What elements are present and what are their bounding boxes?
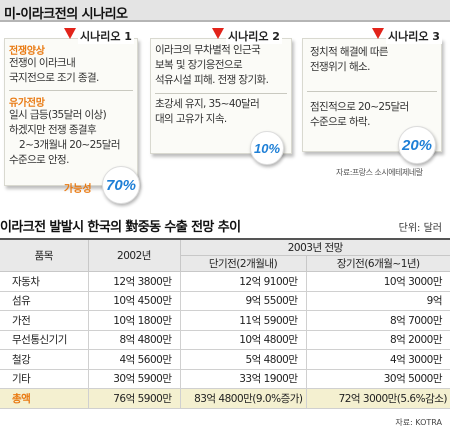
row-2002: 10억 1800만 (87, 310, 180, 331)
row-2002: 30억 5900만 (87, 369, 180, 389)
scenario-2-label: 시나리오 2 (226, 28, 282, 44)
table-row: 기타 30억 5900만 33억 1900만 30억 5000만 (0, 369, 450, 389)
scenario-1-war-heading: 전쟁양상 (9, 46, 45, 57)
scenario-3-line-1: 정치적 해결에 따른 (310, 46, 389, 58)
scenario-1-oil-line-4: 수준으로 안정. (9, 154, 69, 166)
scenario-1-divider (9, 90, 133, 91)
row-name: 무선통신기기 (0, 330, 88, 350)
row-name: 기타 (0, 369, 88, 389)
scenario-1-oil-line-2: 하겠지만 전쟁 종결후 (9, 124, 97, 136)
scenario-title: 미-이라크전의 시나리오 (0, 0, 450, 22)
export-table: 품목 2002년 2003년 전망 단기전(2개월내) 장기전(6개월~1년) … (0, 238, 450, 409)
scenario-3-divider (307, 91, 437, 92)
scenario-3-line-2: 전쟁위기 해소. (310, 61, 370, 73)
row-long: 72억 3000만(5.6%감소) (305, 388, 450, 409)
table-row: 가전 10억 1800만 11억 5900만 8억 7000만 (0, 310, 450, 331)
row-long: 9억 (305, 291, 450, 311)
table-row-total: 총액 76억 5900만 83억 4800만(9.0%증가) 72억 3000만… (0, 388, 450, 409)
row-name: 총액 (0, 388, 88, 409)
source-kotra: 자료: KOTRA (395, 418, 442, 427)
row-long: 8억 7000만 (305, 310, 450, 331)
row-short: 11억 5900만 (179, 310, 306, 331)
row-2002: 10억 4500만 (87, 291, 180, 311)
source-scenario: 자료:프랑스 소시에테제네랄 (336, 168, 423, 177)
scenario-2-oil-line-1: 초강세 유지, 35~40달러 (155, 98, 260, 110)
row-name: 철강 (0, 349, 88, 370)
row-2002: 8억 4800만 (87, 330, 180, 350)
row-2002: 4억 5600만 (87, 349, 180, 370)
row-name: 자동차 (0, 271, 88, 292)
row-2002: 76억 5900만 (87, 388, 180, 409)
table-title: 이라크전 발발시 한국의 對중동 수출 전망 추이 (0, 220, 241, 235)
row-name: 가전 (0, 310, 88, 331)
scenario-2-divider (155, 93, 287, 94)
scenario-2-oil-line-2: 대의 고유가 지속. (155, 113, 227, 125)
scenario-3-oil-line-2: 수준으로 하락. (310, 116, 370, 128)
header-item: 품목 (0, 238, 89, 272)
scenario-2-possibility-badge: 10% (250, 131, 284, 165)
scenario-1-card (4, 38, 138, 186)
row-short: 33억 1900만 (179, 369, 306, 389)
scenario-2-line-3: 석유시설 피해. 전쟁 장기화. (155, 74, 269, 86)
table-row: 철강 4억 5600만 5억 4800만 4억 3000만 (0, 349, 450, 370)
header-2003: 2003년 전망 (179, 238, 450, 256)
table-row: 자동차 12억 3800만 12억 9100만 10억 3000만 (0, 271, 450, 292)
scenario-1-war-line-2: 국지전으로 조기 종결. (9, 72, 99, 84)
scenario-1-oil-heading: 유가전망 (9, 98, 45, 109)
scenario-2-line-1: 이라크의 무차별적 인근국 (155, 44, 261, 56)
row-short: 9억 5500만 (179, 291, 306, 311)
row-short: 83억 4800만(9.0%증가) (179, 388, 306, 409)
table-unit: 단위: 달러 (398, 223, 442, 234)
table-row: 섬유 10억 4500만 9억 5500만 9억 (0, 291, 450, 311)
scenario-1-war-line-1: 전쟁이 이라크내 (9, 57, 76, 69)
row-short: 12억 9100만 (179, 271, 306, 292)
scenario-3-arrow-icon (372, 28, 384, 39)
scenario-2-arrow-icon (212, 28, 224, 39)
row-short: 10억 4800만 (179, 330, 306, 350)
scenario-3-label: 시나리오 3 (386, 28, 442, 44)
row-long: 8억 2000만 (305, 330, 450, 350)
scenario-3-oil-line-1: 점진적으로 20~25달러 (310, 101, 409, 113)
row-name: 섬유 (0, 291, 88, 311)
header-long-term: 장기전(6개월~1년) (305, 255, 450, 272)
row-long: 30억 5000만 (305, 369, 450, 389)
row-long: 4억 3000만 (305, 349, 450, 370)
row-short: 5억 4800만 (179, 349, 306, 370)
scenario-1-oil-line-3: 2~3개월내 20~25달러 (19, 139, 121, 151)
possibility-label: 가능성 (64, 184, 92, 195)
header-short-term: 단기전(2개월내) (179, 255, 307, 272)
scenario-3-possibility-badge: 20% (398, 126, 436, 164)
scenario-1-oil-line-1: 일시 급등(35달러 이상) (9, 109, 107, 121)
scenario-1-label: 시나리오 1 (78, 28, 134, 44)
scenario-1-possibility-badge: 70% (102, 166, 140, 204)
scenario-2-line-2: 보복 및 장기응전으로 (155, 59, 243, 71)
header-2002: 2002년 (87, 238, 181, 272)
row-long: 10억 3000만 (305, 271, 450, 292)
row-2002: 12억 3800만 (87, 271, 180, 292)
table-row: 무선통신기기 8억 4800만 10억 4800만 8억 2000만 (0, 330, 450, 350)
scenario-1-arrow-icon (64, 28, 76, 39)
